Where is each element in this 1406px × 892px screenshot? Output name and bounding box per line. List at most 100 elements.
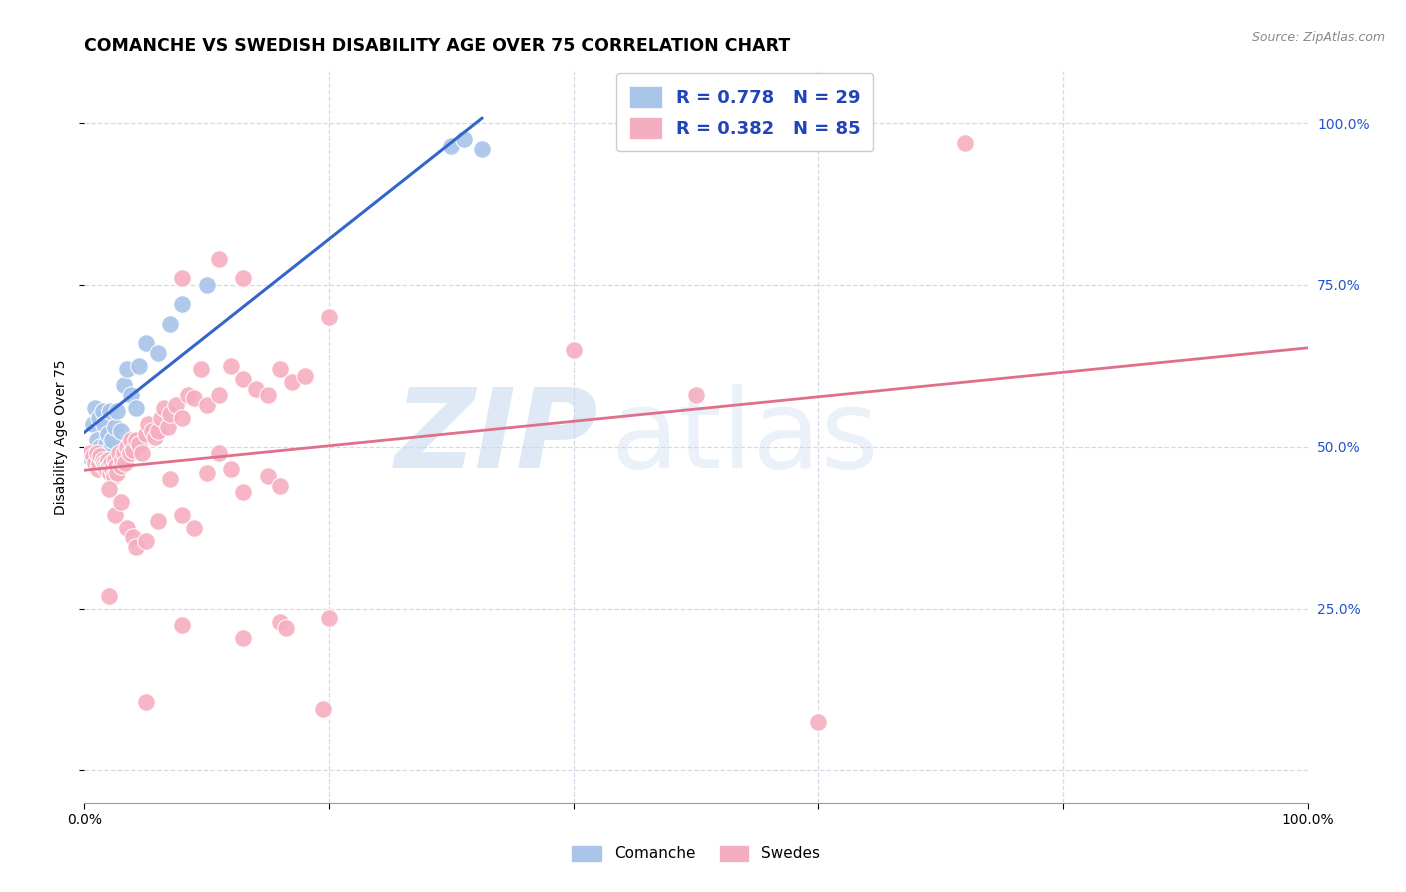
Point [97,426,120,441]
Point [146,514,169,528]
Point [281,375,304,389]
Point [219,462,242,476]
Point [146,424,169,438]
Point [165,398,187,412]
Point [232,271,254,285]
Point [257,388,280,402]
Point [93,417,115,431]
Point [94,459,117,474]
Point [98,404,121,418]
Point [232,372,254,386]
Text: COMANCHE VS SWEDISH DISABILITY AGE OVER 75 CORRELATION CHART: COMANCHE VS SWEDISH DISABILITY AGE OVER … [84,37,790,54]
Point [97,459,120,474]
Point [103,469,125,483]
Point [257,469,280,483]
Point [136,417,159,431]
Text: atlas: atlas [610,384,879,491]
Point [112,446,135,460]
Point [135,696,157,710]
Point [953,136,976,150]
Point [77,450,100,464]
Point [150,410,173,425]
Point [232,631,254,645]
Point [128,436,150,450]
Point [91,452,114,467]
Text: Source: ZipAtlas.com: Source: ZipAtlas.com [1251,31,1385,45]
Point [122,530,145,544]
Point [195,398,218,412]
Point [135,533,157,548]
Point [128,359,150,373]
Point [318,611,340,625]
Point [453,132,475,146]
Point [104,508,127,522]
Point [115,521,138,535]
Point [153,401,176,415]
Point [114,456,136,470]
Point [172,271,194,285]
Point [183,521,205,535]
Point [110,424,132,438]
Point [105,459,128,474]
Point [195,277,218,292]
Point [101,434,124,448]
Point [172,508,194,522]
Point [101,462,124,476]
Point [107,446,129,460]
Point [89,450,111,464]
Point [143,430,166,444]
Point [159,472,181,486]
Point [156,420,179,434]
Point [471,142,494,156]
Point [100,440,122,454]
Point [269,362,291,376]
Point [294,368,316,383]
Point [96,462,118,476]
Point [100,456,122,470]
Point [125,540,148,554]
Point [97,482,120,496]
Point [562,343,585,357]
Point [183,391,205,405]
Point [146,346,169,360]
Text: ZIP: ZIP [395,384,598,491]
Point [82,450,104,464]
Point [110,495,132,509]
Point [440,138,463,153]
Point [120,388,142,402]
Point [86,434,108,448]
Point [98,466,121,480]
Point [245,382,267,396]
Point [115,362,138,376]
Point [86,446,108,460]
Y-axis label: Disability Age Over 75: Disability Age Over 75 [53,359,67,515]
Point [159,408,181,422]
Point [208,252,231,266]
Point [208,446,231,460]
Legend: Comanche, Swedes: Comanche, Swedes [565,838,827,868]
Point [135,426,157,441]
Point [79,446,101,460]
Point [104,420,127,434]
Point [141,424,163,438]
Point [685,388,707,402]
Point [159,317,181,331]
Point [122,443,145,458]
Point [120,434,142,448]
Point [93,456,115,470]
Point [172,410,194,425]
Point [115,440,138,454]
Point [135,336,157,351]
Point [131,446,153,460]
Point [125,434,148,448]
Point [84,401,107,415]
Point [111,452,134,467]
Point [96,436,118,450]
Point [269,478,291,492]
Point [87,410,110,425]
Point [195,466,218,480]
Point [87,456,110,470]
Point [807,714,830,729]
Point [97,452,120,467]
Point [190,362,212,376]
